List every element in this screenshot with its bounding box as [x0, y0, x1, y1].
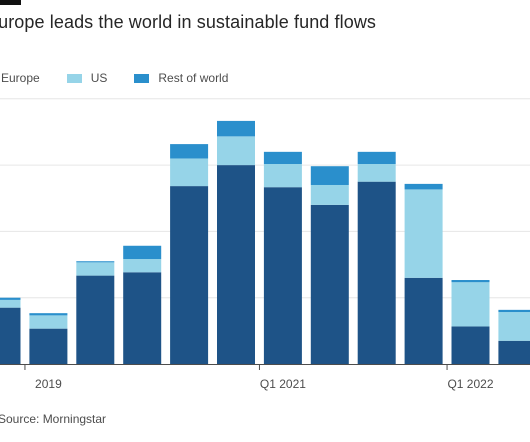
bar-segment-rest-of-world: [123, 245, 162, 260]
legend-label-rest-of-world: Rest of world: [158, 71, 229, 85]
bar-stack: [404, 183, 443, 364]
bar-segment-rest-of-world: [76, 261, 115, 263]
bar-segment-us: [0, 299, 21, 308]
legend-label-europe: Europe: [1, 71, 40, 85]
bar-segment-europe: [76, 275, 115, 364]
bar-stack: [170, 144, 209, 364]
bar-segment-us: [217, 136, 255, 166]
bar-segment-rest-of-world: [404, 183, 443, 190]
bar-segment-rest-of-world: [29, 313, 68, 316]
bar-stack: [29, 313, 68, 364]
legend-item-rest-of-world: Rest of world: [134, 71, 228, 85]
bar-stack: [451, 280, 490, 364]
bar-segment-europe: [217, 165, 255, 364]
bar-segment-europe: [404, 277, 443, 364]
legend-item-us: US: [66, 71, 108, 85]
bar-segment-rest-of-world: [0, 297, 21, 300]
bar-segment-us: [404, 189, 443, 278]
bar-stack: [123, 245, 162, 364]
bar-segment-rest-of-world: [498, 309, 530, 313]
bar-segment-us: [310, 184, 349, 205]
bar-segment-us: [170, 158, 209, 187]
bar-segment-europe: [357, 181, 396, 364]
bar-stack: [498, 309, 530, 364]
bar-stack: [310, 166, 349, 364]
chart-title: Europe leads the world in sustainable fu…: [0, 12, 377, 32]
bar-segment-europe: [263, 187, 302, 364]
bar-segment-europe: [451, 326, 490, 364]
bar-segment-europe: [0, 307, 21, 364]
x-tick-label: 2019: [35, 377, 62, 391]
bar-segment-us: [76, 262, 115, 276]
legend-swatch-us: [66, 73, 82, 83]
brand-mark: [0, 0, 21, 5]
bar-segment-rest-of-world: [357, 151, 396, 164]
bar-segment-us: [29, 315, 68, 329]
bars: [0, 120, 530, 364]
bar-segment-rest-of-world: [170, 144, 209, 159]
bar-stack: [263, 151, 302, 364]
bar-stack: [357, 151, 396, 364]
bar-segment-us: [357, 163, 396, 182]
bar-segment-europe: [310, 204, 349, 364]
bar-segment-rest-of-world: [451, 280, 490, 283]
legend-label-us: US: [90, 71, 108, 85]
x-tick-label: Q1 2022: [447, 377, 493, 391]
bar-segment-us: [498, 312, 530, 341]
bar-stack: [0, 297, 21, 364]
bar-segment-us: [451, 282, 490, 327]
bar-segment-us: [263, 163, 302, 188]
bar-segment-europe: [123, 272, 162, 364]
legend-swatch-rest-of-world: [134, 73, 150, 83]
x-tick-label: Q1 2021: [260, 377, 306, 391]
bar-segment-rest-of-world: [310, 166, 349, 185]
bar-segment-rest-of-world: [217, 120, 255, 137]
source-note: Source: Morningstar: [0, 412, 107, 426]
bar-segment-us: [123, 259, 162, 273]
bar-segment-europe: [170, 186, 209, 364]
bar-segment-europe: [498, 340, 530, 364]
legend-item-europe: Europe: [0, 71, 40, 85]
chart-legend: Europe US Rest of world: [0, 70, 255, 86]
bar-segment-europe: [29, 328, 68, 364]
bar-stack: [217, 120, 255, 364]
bar-stack: [76, 261, 115, 364]
bar-segment-rest-of-world: [263, 151, 302, 164]
